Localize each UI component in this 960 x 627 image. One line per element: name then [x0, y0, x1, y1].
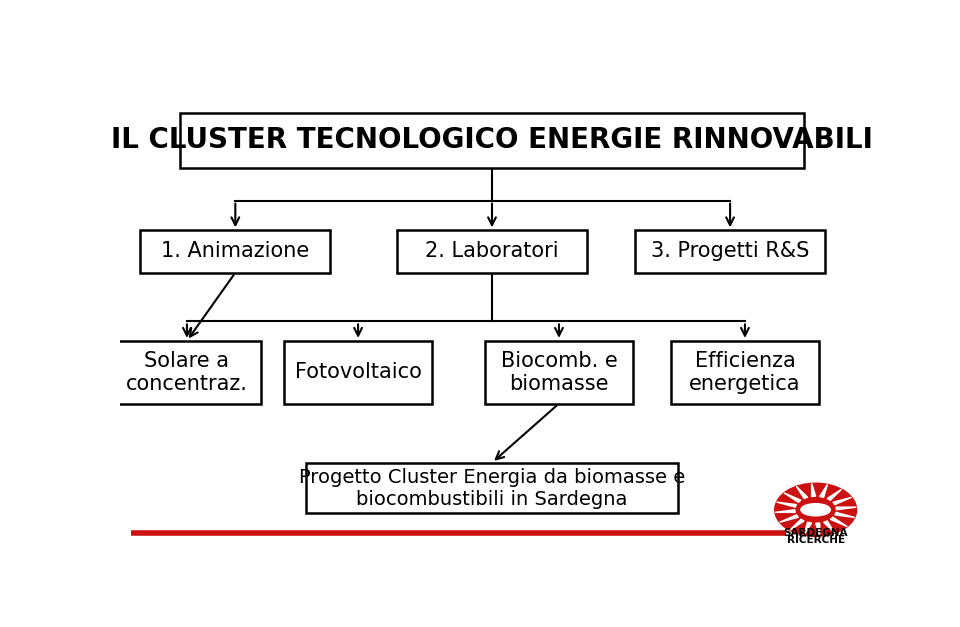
Polygon shape	[835, 512, 854, 517]
Polygon shape	[828, 489, 842, 500]
Text: 1. Animazione: 1. Animazione	[161, 241, 309, 261]
Polygon shape	[775, 510, 795, 512]
Text: Solare a
concentraz.: Solare a concentraz.	[126, 350, 248, 394]
Polygon shape	[836, 507, 856, 510]
FancyBboxPatch shape	[485, 341, 634, 404]
Polygon shape	[820, 484, 828, 497]
Polygon shape	[833, 497, 852, 505]
Polygon shape	[784, 493, 801, 502]
Polygon shape	[830, 517, 848, 527]
Ellipse shape	[801, 503, 830, 516]
FancyBboxPatch shape	[636, 230, 825, 273]
FancyBboxPatch shape	[180, 113, 804, 168]
FancyBboxPatch shape	[284, 341, 432, 404]
Text: Progetto Cluster Energia da biomasse e
biocombustibili in Sardegna: Progetto Cluster Energia da biomasse e b…	[299, 468, 685, 508]
Text: Fotovoltaico: Fotovoltaico	[295, 362, 421, 382]
Polygon shape	[790, 519, 804, 530]
Polygon shape	[816, 523, 820, 536]
Circle shape	[798, 498, 833, 521]
FancyBboxPatch shape	[112, 341, 261, 404]
Text: 3. Progetti R&S: 3. Progetti R&S	[651, 241, 809, 261]
Text: Biocomb. e
biomasse: Biocomb. e biomasse	[500, 350, 617, 394]
Polygon shape	[777, 502, 797, 507]
Polygon shape	[804, 522, 811, 535]
FancyBboxPatch shape	[397, 230, 587, 273]
FancyBboxPatch shape	[306, 463, 678, 514]
Text: SARDEGNA: SARDEGNA	[783, 528, 848, 538]
Polygon shape	[797, 487, 807, 498]
Circle shape	[775, 483, 856, 536]
Polygon shape	[811, 483, 816, 497]
Text: Efficienza
energetica: Efficienza energetica	[689, 350, 801, 394]
FancyBboxPatch shape	[670, 341, 820, 404]
Polygon shape	[824, 521, 835, 533]
Polygon shape	[780, 515, 799, 522]
Text: 2. Laboratori: 2. Laboratori	[425, 241, 559, 261]
Text: IL CLUSTER TECNOLOGICO ENERGIE RINNOVABILI: IL CLUSTER TECNOLOGICO ENERGIE RINNOVABI…	[111, 127, 873, 154]
FancyBboxPatch shape	[140, 230, 330, 273]
Text: RICERCHE: RICERCHE	[786, 534, 845, 544]
